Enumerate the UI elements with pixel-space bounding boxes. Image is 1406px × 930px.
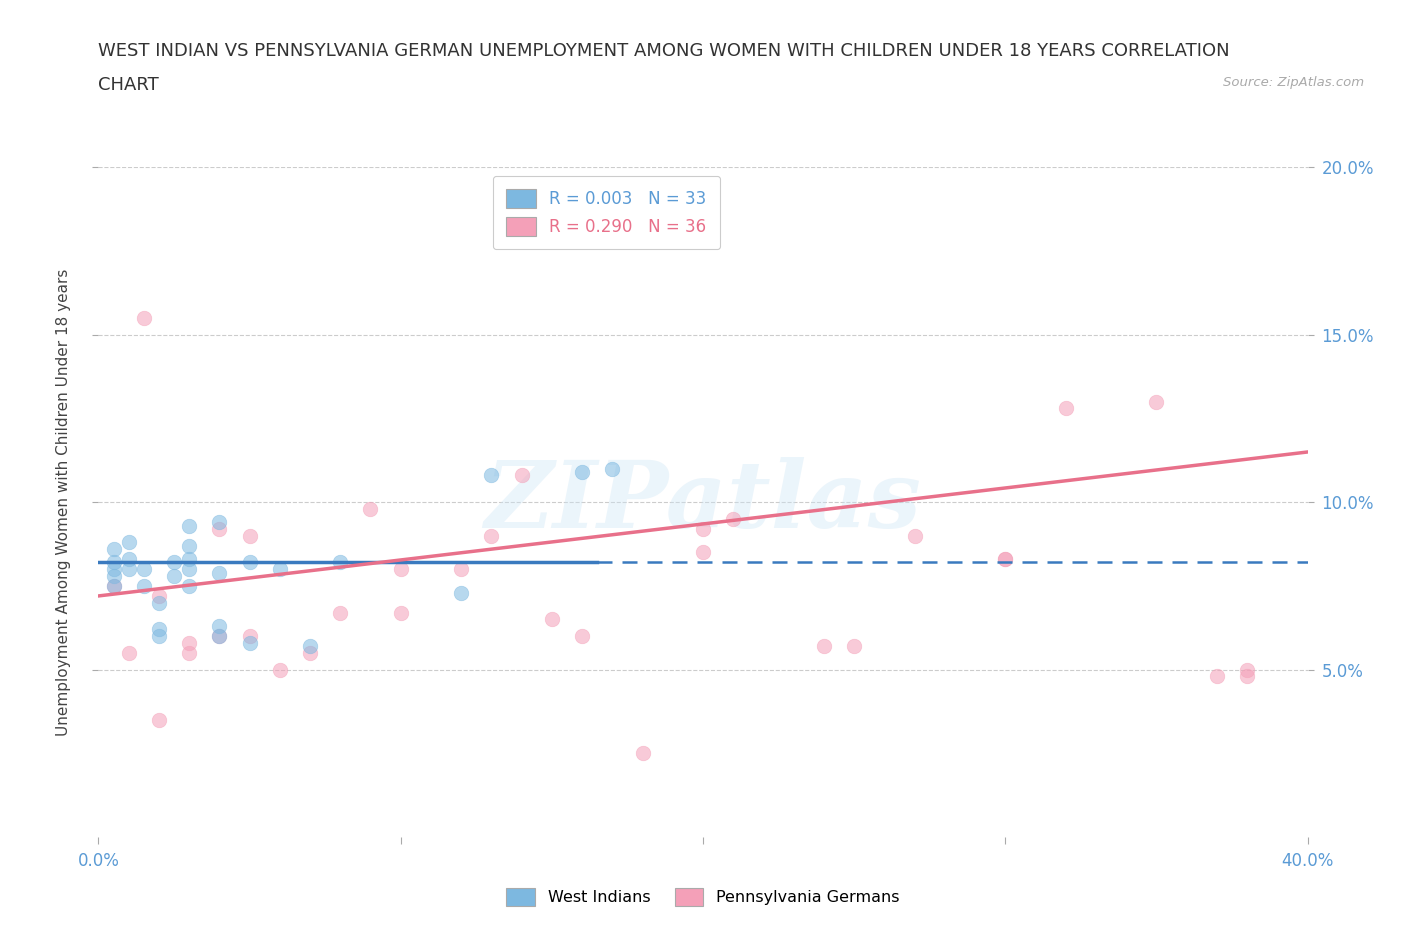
Text: Source: ZipAtlas.com: Source: ZipAtlas.com <box>1223 76 1364 89</box>
Point <box>1236 662 1258 677</box>
Point <box>481 468 503 483</box>
Point <box>994 551 1017 566</box>
Point <box>239 635 262 650</box>
Point <box>179 518 201 533</box>
Point <box>329 555 352 570</box>
Text: ZIPatlas: ZIPatlas <box>485 458 921 547</box>
Point <box>118 562 141 577</box>
Point <box>208 629 231 644</box>
Point <box>208 618 231 633</box>
Point <box>148 595 170 610</box>
Point <box>208 515 231 530</box>
Point <box>692 522 714 537</box>
Point <box>269 562 291 577</box>
Point <box>299 645 322 660</box>
Point <box>299 639 322 654</box>
Y-axis label: Unemployment Among Women with Children Under 18 years: Unemployment Among Women with Children U… <box>56 269 70 736</box>
Point <box>148 712 170 727</box>
Point <box>631 746 654 761</box>
Point <box>692 545 714 560</box>
Point <box>103 555 125 570</box>
Point <box>481 528 503 543</box>
Point <box>179 578 201 593</box>
Point <box>571 629 593 644</box>
Point <box>994 551 1017 566</box>
Point <box>1144 394 1167 409</box>
Point <box>813 639 835 654</box>
Point <box>208 565 231 580</box>
Point <box>103 578 125 593</box>
Point <box>844 639 866 654</box>
Point <box>269 662 291 677</box>
Point <box>148 622 170 637</box>
Text: CHART: CHART <box>98 76 159 94</box>
Point <box>904 528 927 543</box>
Point <box>540 612 562 627</box>
Point <box>103 568 125 583</box>
Point <box>179 562 201 577</box>
Point <box>239 528 262 543</box>
Point <box>103 578 125 593</box>
Point <box>103 541 125 556</box>
Point <box>103 562 125 577</box>
Point <box>148 589 170 604</box>
Point <box>118 535 141 550</box>
Point <box>360 501 382 516</box>
Point <box>132 311 155 325</box>
Point <box>132 578 155 593</box>
Point <box>1054 401 1077 416</box>
Point <box>329 605 352 620</box>
Point <box>163 555 186 570</box>
Point <box>132 562 155 577</box>
Point <box>208 629 231 644</box>
Point <box>118 645 141 660</box>
Point <box>179 551 201 566</box>
Point <box>208 522 231 537</box>
Point <box>571 465 593 480</box>
Point <box>148 629 170 644</box>
Point <box>1236 669 1258 684</box>
Point <box>179 538 201 553</box>
Point <box>602 461 624 476</box>
Point <box>118 551 141 566</box>
Point <box>179 645 201 660</box>
Point <box>179 635 201 650</box>
Legend: West Indians, Pennsylvania Germans: West Indians, Pennsylvania Germans <box>501 882 905 912</box>
Legend: R = 0.003   N = 33, R = 0.290   N = 36: R = 0.003 N = 33, R = 0.290 N = 36 <box>492 176 720 249</box>
Point <box>163 568 186 583</box>
Point <box>389 562 412 577</box>
Text: WEST INDIAN VS PENNSYLVANIA GERMAN UNEMPLOYMENT AMONG WOMEN WITH CHILDREN UNDER : WEST INDIAN VS PENNSYLVANIA GERMAN UNEMP… <box>98 42 1230 60</box>
Point <box>239 629 262 644</box>
Point <box>723 512 745 526</box>
Point <box>239 555 262 570</box>
Point <box>1206 669 1229 684</box>
Point <box>450 585 472 600</box>
Point <box>389 605 412 620</box>
Point <box>450 562 472 577</box>
Point <box>510 468 533 483</box>
